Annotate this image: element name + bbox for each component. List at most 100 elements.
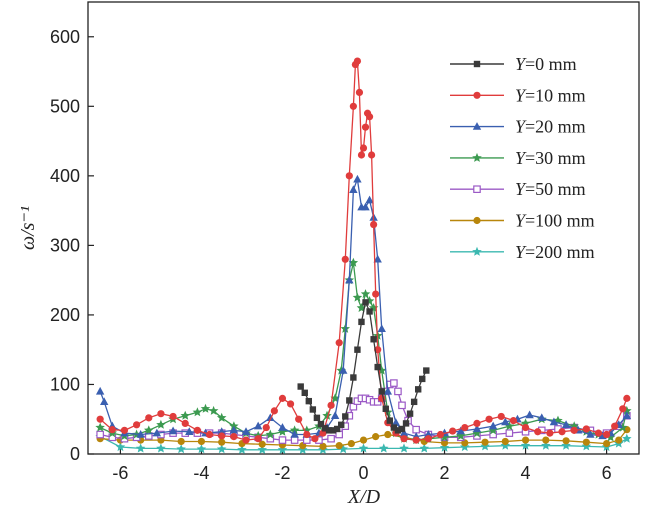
data-point	[473, 419, 481, 428]
data-point	[402, 420, 410, 427]
data-point	[390, 424, 398, 431]
data-point	[412, 436, 420, 444]
data-point	[500, 440, 511, 450]
data-point	[115, 442, 126, 452]
data-point	[384, 430, 392, 439]
data-point	[472, 428, 482, 438]
x-tick-label: -2	[274, 463, 290, 483]
data-point	[237, 444, 247, 454]
data-point	[546, 429, 554, 437]
data-point	[488, 425, 498, 435]
data-point	[340, 323, 350, 333]
data-point	[534, 428, 542, 436]
data-point	[298, 444, 308, 454]
data-point	[262, 423, 270, 432]
data-point	[330, 411, 340, 419]
data-point	[372, 433, 380, 441]
data-point	[349, 402, 358, 411]
data-point	[611, 422, 619, 430]
series-line	[99, 262, 628, 441]
data-point	[266, 413, 275, 422]
data-point	[338, 421, 345, 428]
data-point	[338, 444, 348, 454]
data-point	[265, 429, 276, 439]
data-point	[521, 436, 530, 444]
x-tick-label: 6	[602, 463, 612, 483]
data-point	[366, 308, 373, 315]
legend-label-variable: Y	[515, 148, 527, 168]
data-point	[309, 406, 317, 413]
data-point	[353, 57, 362, 65]
data-point	[192, 407, 203, 417]
data-point	[586, 430, 595, 438]
data-point	[358, 318, 365, 326]
legend-marker	[473, 185, 481, 194]
data-point	[295, 415, 303, 423]
legend-label-value: =10 mm	[525, 85, 586, 105]
data-point	[386, 417, 394, 424]
data-point	[359, 144, 368, 152]
data-point	[406, 410, 414, 417]
data-point	[325, 427, 333, 434]
data-point	[196, 444, 207, 454]
legend-label-value: =50 mm	[525, 179, 586, 199]
legend-label-variable: Y	[515, 85, 527, 105]
legend-label: Y=10 mm	[515, 85, 586, 105]
data-point	[383, 386, 393, 395]
legend-label-variable: Y	[515, 211, 527, 231]
y-tick-label: 100	[50, 374, 80, 394]
data-point	[176, 444, 186, 454]
data-point	[349, 185, 358, 193]
y-tick-label: 400	[50, 166, 80, 186]
series-0	[297, 299, 430, 434]
data-point	[286, 400, 295, 408]
data-point	[242, 436, 250, 444]
data-point	[622, 411, 632, 419]
data-point	[347, 439, 355, 448]
data-point	[582, 425, 590, 433]
data-point	[398, 401, 406, 410]
legend-label: Y=0 mm	[515, 54, 577, 74]
data-point	[342, 413, 349, 420]
data-point	[96, 430, 104, 439]
data-point	[537, 413, 546, 422]
legend-marker	[473, 216, 481, 225]
data-point	[622, 405, 632, 415]
data-point	[354, 346, 361, 353]
data-point	[394, 427, 402, 434]
data-point	[439, 432, 450, 442]
data-point	[382, 405, 389, 412]
data-point	[481, 438, 489, 446]
data-point	[319, 442, 327, 450]
data-point	[335, 339, 343, 347]
data-point	[549, 417, 559, 426]
data-point	[277, 444, 288, 454]
data-point	[419, 443, 429, 453]
legend-label: Y=30 mm	[515, 148, 586, 168]
data-point	[485, 415, 493, 423]
y-tick-label: 600	[50, 27, 80, 47]
data-point	[561, 420, 571, 428]
data-point	[278, 394, 287, 402]
data-point	[311, 435, 319, 443]
data-point	[505, 429, 514, 437]
data-point	[399, 443, 409, 453]
data-point	[321, 425, 329, 432]
data-point	[456, 430, 466, 440]
data-point	[95, 422, 105, 432]
y-tick-label: 200	[50, 305, 80, 325]
data-point	[181, 419, 189, 428]
data-point	[461, 423, 469, 432]
series-6	[95, 431, 632, 454]
legend-label-variable: Y	[515, 117, 527, 137]
data-point	[618, 422, 628, 432]
data-point	[341, 255, 349, 263]
data-point	[377, 324, 386, 333]
legend-label-value: =100 mm	[525, 211, 595, 231]
x-tick-label: -6	[112, 463, 128, 483]
data-point	[327, 401, 335, 409]
data-point	[229, 425, 239, 434]
data-point	[561, 440, 571, 450]
data-point	[350, 374, 357, 381]
